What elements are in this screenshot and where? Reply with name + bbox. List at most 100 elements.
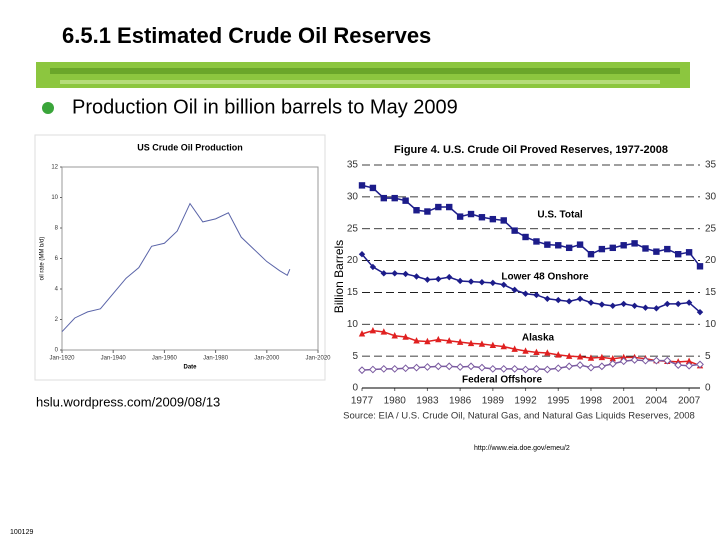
marker [641, 356, 650, 365]
marker [685, 357, 693, 364]
marker [402, 197, 409, 204]
marker [489, 279, 497, 287]
marker [587, 299, 595, 306]
marker [664, 245, 671, 253]
marker [358, 182, 366, 189]
marker [652, 356, 661, 365]
marker [511, 286, 518, 294]
marker [522, 233, 529, 241]
marker [435, 275, 442, 283]
y-tick-label: 8 [55, 226, 59, 232]
marker [544, 349, 551, 356]
x-tick-label: 1998 [580, 396, 603, 407]
marker [478, 214, 486, 221]
series-label: U.S. Total [537, 210, 583, 221]
y2-tick-label: 35 [705, 160, 717, 171]
marker [609, 302, 616, 310]
marker [631, 240, 638, 247]
marker [555, 351, 562, 358]
marker [522, 347, 529, 354]
data-line [61, 202, 291, 333]
marker [467, 278, 475, 285]
marker [598, 301, 606, 308]
marker [642, 304, 649, 311]
marker [467, 362, 475, 371]
marker [369, 184, 377, 192]
marker [522, 290, 529, 297]
y-tick-label: 20 [347, 255, 359, 266]
marker [620, 242, 627, 249]
y2-tick-label: 5 [705, 351, 711, 362]
marker [478, 279, 486, 286]
marker [565, 298, 573, 305]
marker [379, 364, 388, 373]
marker [445, 362, 454, 371]
footer: 100129 [10, 529, 33, 536]
marker [533, 291, 540, 299]
marker [478, 363, 486, 372]
marker [369, 326, 377, 334]
y-tick-label: 15 [347, 287, 359, 298]
marker [500, 342, 507, 350]
marker [380, 270, 388, 277]
green-brush [36, 62, 690, 88]
marker [511, 345, 518, 352]
series-label: Lower 48 Onshore [501, 272, 589, 283]
marker [598, 353, 606, 361]
marker [576, 361, 584, 369]
marker [456, 338, 464, 345]
marker [696, 263, 704, 270]
marker [446, 273, 453, 281]
x-tick-label: 1977 [351, 396, 374, 407]
x-tick-label: 2007 [678, 396, 701, 407]
y2-tick-label: 25 [705, 223, 717, 234]
marker [489, 215, 497, 223]
bullet-dot [42, 102, 54, 114]
marker [696, 360, 704, 369]
slide-title: 6.5.1 Estimated Crude Oil Reserves [62, 23, 431, 48]
marker [587, 354, 595, 361]
x-tick-label: 1989 [482, 396, 505, 407]
marker [413, 273, 420, 280]
marker [446, 337, 453, 344]
x-tick-label: 1992 [514, 396, 537, 407]
y-axis-label: Billion Barrels [332, 240, 346, 313]
marker [565, 244, 573, 252]
y-tick-label: 10 [347, 319, 359, 330]
marker [511, 227, 518, 234]
marker [674, 361, 683, 369]
marker [435, 203, 442, 211]
marker [467, 339, 475, 347]
chart-source: Source: EIA / U.S. Crude Oil, Natural Ga… [343, 411, 695, 422]
marker [653, 248, 660, 255]
marker [500, 281, 507, 288]
y-tick-label: 2 [55, 317, 59, 323]
marker [685, 299, 693, 306]
marker [597, 362, 606, 371]
marker [368, 365, 377, 374]
marker [565, 362, 574, 371]
left-source: hslu.wordpress.com/2009/08/13 [36, 394, 220, 409]
x-tick-label: 2001 [613, 396, 636, 407]
y-tick-label: 12 [51, 165, 58, 171]
marker [510, 364, 519, 373]
marker [674, 300, 682, 308]
series-label: Alaska [522, 333, 555, 344]
left-chart-frame [34, 134, 326, 381]
marker [391, 194, 398, 202]
marker [456, 363, 465, 371]
x-tick-label: Jan-1920 [49, 356, 75, 362]
marker [390, 364, 399, 373]
marker [413, 337, 420, 344]
x-tick-label: Jan-2000 [254, 356, 280, 362]
marker [391, 270, 398, 277]
marker [576, 295, 584, 302]
x-tick-label: 1995 [547, 396, 570, 407]
marker [456, 213, 464, 220]
marker [544, 295, 551, 302]
y-tick-label: 10 [51, 195, 58, 201]
marker [543, 365, 552, 374]
marker [664, 300, 671, 308]
marker [532, 364, 541, 373]
